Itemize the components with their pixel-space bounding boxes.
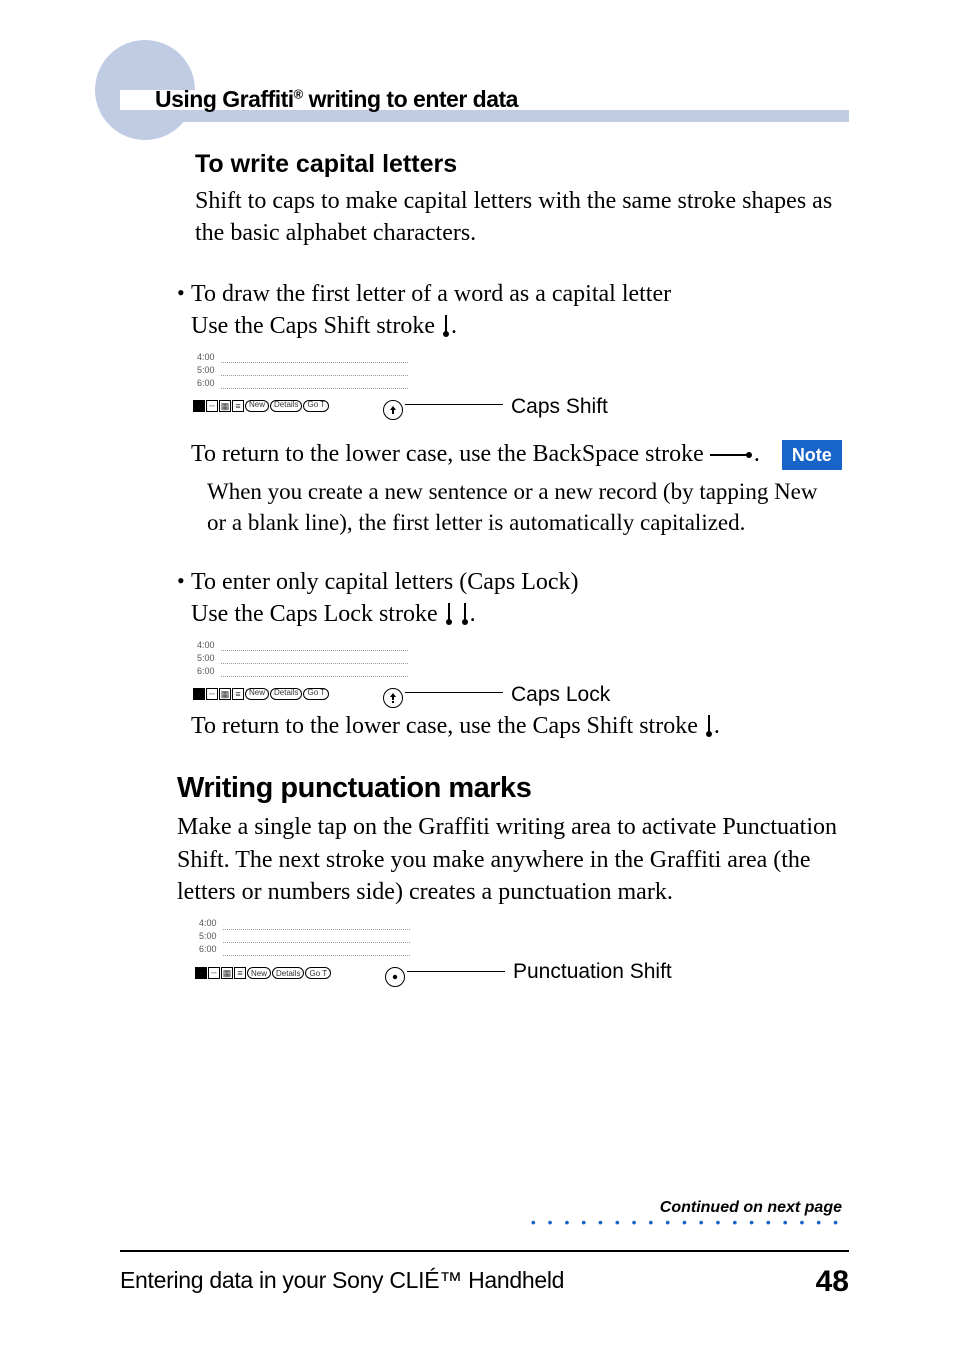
mini-button-bar: · ┄ ▦ ≡ New Details Go T — [193, 399, 408, 413]
mini-btn-go: Go T — [303, 688, 329, 700]
return1-pre: To return to the lower case, use the Bac… — [191, 441, 710, 467]
lock-indicator-circle — [383, 688, 403, 708]
bullet2-line2-pre: Use the Caps Lock stroke — [191, 601, 444, 627]
bullet-caps-shift: • To draw the first letter of a word as … — [195, 278, 855, 538]
heading-punctuation: Writing punctuation marks — [177, 772, 855, 805]
caps-shift-arrow-icon — [388, 405, 398, 415]
mini-icon-lines: ≡ — [234, 967, 246, 979]
bullet-body: To enter only capital letters (Caps Lock… — [191, 566, 855, 742]
mini-icon-dot: · — [195, 967, 207, 979]
mini-btn-go: Go T — [305, 967, 331, 979]
mini-btn-details: Details — [270, 400, 302, 412]
mini-button-bar: · ┄ ▦ ≡ New Details Go T — [193, 687, 408, 701]
mini-time-2: 6:00 — [199, 944, 217, 954]
mini-icon-lines: ≡ — [232, 400, 244, 412]
mini-icon-dot: · — [193, 400, 205, 412]
mini-btn-new: New — [247, 967, 271, 979]
callout-line — [405, 692, 503, 693]
page-header-title: Using Graffiti® writing to enter data — [155, 86, 518, 113]
capitals-intro: Shift to caps to make capital letters wi… — [195, 185, 855, 250]
mini-device: 4:00 5:00 6:00 · ┄ ▦ ≡ New Details Go T — [195, 918, 410, 980]
bullet-dot: • — [177, 566, 191, 742]
return2-pre: To return to the lower case, use the Cap… — [191, 713, 704, 739]
mini-line — [221, 377, 408, 389]
mini-time-1: 5:00 — [197, 364, 215, 376]
header-title-pre: Using Graffiti — [155, 86, 294, 112]
punctuation-dot-icon — [390, 972, 400, 982]
mini-device: 4:00 5:00 6:00 · ┄ ▦ ≡ New Details Go T — [193, 351, 408, 413]
caps-lock-stroke-icon — [444, 598, 470, 630]
callout-punctuation: Punctuation Shift — [513, 960, 672, 984]
header-title-post: writing to enter data — [303, 86, 518, 112]
footer-rule — [120, 1250, 849, 1252]
main-content: To write capital letters Shift to caps t… — [195, 150, 855, 989]
subheading-capitals: To write capital letters — [195, 150, 855, 179]
mini-line — [223, 931, 410, 943]
callout-line — [407, 971, 505, 972]
screenshot-caps-lock: 4:00 5:00 6:00 · ┄ ▦ ≡ New Details Go T — [193, 639, 823, 704]
mini-time-0: 4:00 — [197, 639, 215, 651]
mini-icon-grid: ▦ — [219, 688, 231, 700]
note-text: When you create a new sentence or a new … — [207, 476, 855, 538]
mini-icon-grid: ▦ — [219, 400, 231, 412]
return2-post: . — [714, 713, 720, 739]
mini-icon-dash: ┄ — [206, 400, 218, 412]
mini-icon-grid: ▦ — [221, 967, 233, 979]
mini-time-2: 6:00 — [197, 665, 215, 677]
mini-btn-details: Details — [272, 967, 304, 979]
mini-icon-dot: · — [193, 688, 205, 700]
mini-line — [221, 639, 408, 651]
footer-chapter: Entering data in your Sony CLIÉ™ Handhel… — [120, 1267, 564, 1294]
caps-shift-stroke-icon — [704, 715, 714, 737]
note-badge: Note — [782, 440, 842, 470]
return1-post: . — [754, 441, 760, 467]
mini-time-2: 6:00 — [197, 377, 215, 389]
bullet2-line1: To enter only capital letters (Caps Lock… — [191, 569, 579, 595]
mini-line — [223, 918, 410, 930]
mini-btn-details: Details — [270, 688, 302, 700]
bullet1-line1: To draw the first letter of a word as a … — [191, 281, 671, 307]
punct-indicator-circle — [385, 967, 405, 987]
caps-shift-stroke-icon — [441, 315, 451, 337]
mini-line — [221, 652, 408, 664]
bullet1-line2-post: . — [451, 313, 457, 339]
header-title-sup: ® — [294, 86, 303, 101]
shift-indicator-circle — [383, 400, 403, 420]
bullet-body: To draw the first letter of a word as a … — [191, 278, 855, 538]
screenshot-punctuation: 4:00 5:00 6:00 · ┄ ▦ ≡ New Details Go T — [195, 918, 825, 983]
bullet-caps-lock: • To enter only capital letters (Caps Lo… — [195, 566, 855, 742]
bullet1-line2-pre: Use the Caps Shift stroke — [191, 313, 441, 339]
callout-caps-lock: Caps Lock — [511, 681, 610, 709]
mini-btn-new: New — [245, 400, 269, 412]
mini-time-0: 4:00 — [197, 351, 215, 363]
mini-line — [223, 944, 410, 956]
mini-time-0: 4:00 — [199, 918, 217, 928]
mini-line — [221, 351, 408, 363]
mini-device: 4:00 5:00 6:00 · ┄ ▦ ≡ New Details Go T — [193, 639, 408, 701]
mini-btn-go: Go T — [303, 400, 329, 412]
callout-line — [405, 404, 503, 405]
mini-icon-lines: ≡ — [232, 688, 244, 700]
backspace-stroke-icon — [710, 449, 754, 461]
mini-button-bar: · ┄ ▦ ≡ New Details Go T — [195, 966, 410, 980]
punctuation-body: Make a single tap on the Graffiti writin… — [177, 811, 855, 908]
mini-icon-dash: ┄ — [206, 688, 218, 700]
caps-lock-arrow-icon — [388, 693, 398, 703]
mini-line — [221, 364, 408, 376]
mini-line — [221, 665, 408, 677]
continued-dots: • • • • • • • • • • • • • • • • • • • — [531, 1214, 842, 1230]
mini-time-1: 5:00 — [199, 931, 217, 941]
mini-icon-dash: ┄ — [208, 967, 220, 979]
footer-page-number: 48 — [816, 1265, 849, 1299]
mini-time-1: 5:00 — [197, 652, 215, 664]
mini-btn-new: New — [245, 688, 269, 700]
bullet-dot: • — [177, 278, 191, 538]
bullet2-line2-post: . — [470, 601, 476, 627]
screenshot-caps-shift: 4:00 5:00 6:00 · ┄ ▦ ≡ New Details Go T — [193, 351, 823, 416]
callout-caps-shift: Caps Shift — [511, 393, 608, 421]
